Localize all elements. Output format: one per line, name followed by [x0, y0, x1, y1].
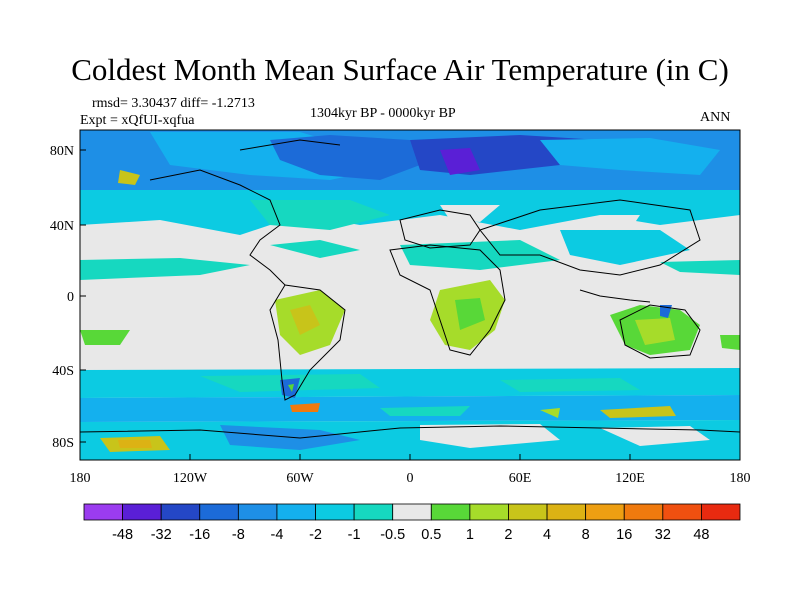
southern-ocean-band	[80, 368, 740, 422]
colorbar-label: 16	[616, 527, 632, 543]
colorbar-swatch	[237, 503, 278, 521]
lat-tick-label: 40S	[52, 364, 74, 379]
colorbar-label: -1	[348, 527, 361, 543]
longitude-axis: 180 120W 60W 0 60E 120E 180	[70, 454, 751, 486]
indonesia-coast	[579, 289, 651, 303]
colorbar-label: 4	[543, 527, 551, 543]
lat-tick-label: 80N	[50, 144, 74, 159]
lat-tick-label: 80S	[52, 436, 74, 451]
colorbar-label: -32	[151, 527, 172, 543]
colorbar-label: -48	[112, 527, 133, 543]
greenland-coast	[239, 139, 341, 151]
lon-tick-label: 120W	[173, 471, 208, 486]
colorbar-swatch	[585, 503, 625, 521]
colorbar-swatch	[83, 503, 123, 521]
colorbar-label: 0.5	[421, 527, 441, 543]
south-america-coast	[269, 284, 346, 401]
colorbar-swatch	[122, 503, 162, 521]
arctic-cold-band	[80, 130, 740, 190]
lon-tick-label: 180	[730, 471, 751, 486]
north-midlat-band	[80, 190, 740, 280]
colorbar-swatch	[392, 503, 432, 521]
colorbar-swatch	[662, 503, 702, 521]
colorbar-swatch	[701, 503, 741, 521]
colorbar-label: 48	[693, 527, 709, 543]
lon-tick-label: 180	[70, 471, 91, 486]
lon-tick-label: 0	[407, 471, 414, 486]
colorbar-swatch	[353, 503, 394, 521]
africa-coast	[389, 244, 506, 356]
latitude-axis: 80N 40N 0 40S 80S	[50, 144, 86, 451]
colorbar-label: 8	[582, 527, 590, 543]
antarctic-region	[80, 403, 740, 460]
map-plot	[79, 129, 741, 461]
colorbar-label: -8	[232, 527, 245, 543]
colorbar-label: 2	[504, 527, 512, 543]
colorbar-swatch	[430, 503, 471, 521]
colorbar-swatch	[623, 503, 664, 521]
colorbar-swatch	[469, 503, 509, 521]
colorbar-label: 32	[655, 527, 671, 543]
lat-tick-label: 0	[67, 290, 74, 305]
colorbar-swatch	[508, 503, 548, 521]
stats-text: rmsd= 3.30437 diff= -1.2713	[92, 96, 255, 111]
colorbar-label: -2	[309, 527, 322, 543]
antarctica-coast	[79, 425, 741, 439]
lon-tick-label: 120E	[615, 471, 645, 486]
colorbar-label: -0.5	[380, 527, 405, 543]
coastlines	[79, 139, 741, 439]
lon-tick-label: 60W	[286, 471, 314, 486]
colorbar-swatch	[315, 503, 355, 521]
lat-tick-label: 40N	[50, 219, 74, 234]
season-label: ANN	[700, 110, 731, 125]
australia-coast	[619, 304, 701, 359]
colorbar-swatch	[546, 503, 587, 521]
asia-coast	[479, 199, 701, 276]
europe-coast	[399, 209, 481, 249]
colorbar-swatch	[199, 503, 239, 521]
colorbar-swatch	[276, 503, 316, 521]
colorbar-label: -16	[189, 527, 210, 543]
colorbar-swatch	[160, 503, 201, 521]
colorbar-label: 1	[466, 527, 474, 543]
tropical-warm-patches	[80, 170, 740, 355]
period-label: 1304kyr BP - 0000kyr BP	[310, 106, 456, 121]
experiment-label: Expt = xQfUI-xqfua	[80, 113, 195, 128]
map-title: Coldest Month Mean Surface Air Temperatu…	[71, 52, 729, 87]
colorbar-label: -4	[270, 527, 283, 543]
colorbar: -48 -32 -16 -8 -4 -2 -1 -0.5 0.5 1 2 4 8 16 32 48	[83, 503, 741, 543]
north-america-coast	[149, 169, 286, 286]
lon-tick-label: 60E	[509, 471, 532, 486]
